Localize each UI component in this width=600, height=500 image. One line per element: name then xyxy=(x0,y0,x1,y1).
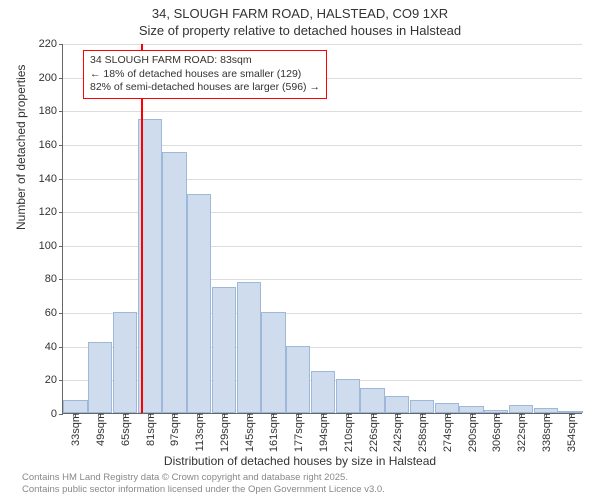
reference-line xyxy=(141,44,143,413)
histogram-bar xyxy=(410,400,434,413)
xtick-label: 194sqm xyxy=(316,413,330,452)
xtick-label: 113sqm xyxy=(192,413,206,451)
footer-attribution: Contains HM Land Registry data © Crown c… xyxy=(22,472,385,496)
annotation-line: 34 SLOUGH FARM ROAD: 83sqm xyxy=(90,54,320,68)
histogram-bar xyxy=(435,403,459,413)
xtick-label: 161sqm xyxy=(266,413,280,452)
histogram-bar xyxy=(113,312,137,413)
ytick-label: 80 xyxy=(45,273,63,285)
ytick-label: 60 xyxy=(45,307,63,319)
annotation-line: 82% of semi-detached houses are larger (… xyxy=(90,81,320,95)
xtick-label: 242sqm xyxy=(390,413,404,452)
ytick-label: 140 xyxy=(39,173,63,185)
xtick-label: 81sqm xyxy=(143,413,157,446)
histogram-bar xyxy=(162,152,186,413)
footer-line2: Contains public sector information licen… xyxy=(22,484,385,496)
chart-title-line2: Size of property relative to detached ho… xyxy=(0,23,600,40)
histogram-bar xyxy=(237,282,261,413)
ytick-label: 220 xyxy=(39,38,63,50)
x-axis-label: Distribution of detached houses by size … xyxy=(0,454,600,468)
histogram-bar xyxy=(459,406,483,413)
ytick-label: 120 xyxy=(39,206,63,218)
ytick-label: 160 xyxy=(39,139,63,151)
xtick-label: 290sqm xyxy=(465,413,479,452)
ytick-label: 100 xyxy=(39,240,63,252)
chart-container: 34, SLOUGH FARM ROAD, HALSTEAD, CO9 1XR … xyxy=(0,0,600,500)
xtick-label: 258sqm xyxy=(415,413,429,452)
ytick-label: 0 xyxy=(51,408,63,420)
xtick-label: 129sqm xyxy=(217,413,231,452)
histogram-bar xyxy=(212,287,236,413)
ytick-label: 200 xyxy=(39,72,63,84)
histogram-bar xyxy=(286,346,310,413)
xtick-label: 210sqm xyxy=(341,413,355,452)
xtick-label: 97sqm xyxy=(167,413,181,446)
ytick-label: 180 xyxy=(39,105,63,117)
xtick-label: 338sqm xyxy=(539,413,553,452)
chart-title-line1: 34, SLOUGH FARM ROAD, HALSTEAD, CO9 1XR xyxy=(0,0,600,23)
ytick-label: 20 xyxy=(45,374,63,386)
xtick-label: 306sqm xyxy=(489,413,503,452)
xtick-label: 177sqm xyxy=(291,413,305,452)
histogram-bar xyxy=(63,400,87,413)
histogram-bar xyxy=(88,342,112,413)
xtick-label: 322sqm xyxy=(514,413,528,452)
histogram-bar xyxy=(187,194,211,413)
xtick-label: 65sqm xyxy=(118,413,132,446)
ytick-label: 40 xyxy=(45,341,63,353)
annotation-box: 34 SLOUGH FARM ROAD: 83sqm← 18% of detac… xyxy=(83,50,327,99)
footer-line1: Contains HM Land Registry data © Crown c… xyxy=(22,472,385,484)
histogram-bar xyxy=(385,396,409,413)
plot-area: 02040608010012014016018020022033sqm49sqm… xyxy=(62,44,582,414)
histogram-bar xyxy=(261,312,285,413)
xtick-label: 49sqm xyxy=(93,413,107,446)
xtick-label: 145sqm xyxy=(242,413,256,452)
histogram-bar xyxy=(336,379,360,413)
histogram-bar xyxy=(311,371,335,413)
xtick-label: 33sqm xyxy=(68,413,82,446)
annotation-line: ← 18% of detached houses are smaller (12… xyxy=(90,68,320,82)
histogram-bar xyxy=(360,388,384,413)
xtick-label: 226sqm xyxy=(366,413,380,452)
plot-wrap: 02040608010012014016018020022033sqm49sqm… xyxy=(62,44,582,414)
xtick-label: 354sqm xyxy=(564,413,578,452)
xtick-label: 274sqm xyxy=(440,413,454,452)
histogram-bar xyxy=(509,405,533,413)
y-axis-label: Number of detached properties xyxy=(14,65,28,230)
